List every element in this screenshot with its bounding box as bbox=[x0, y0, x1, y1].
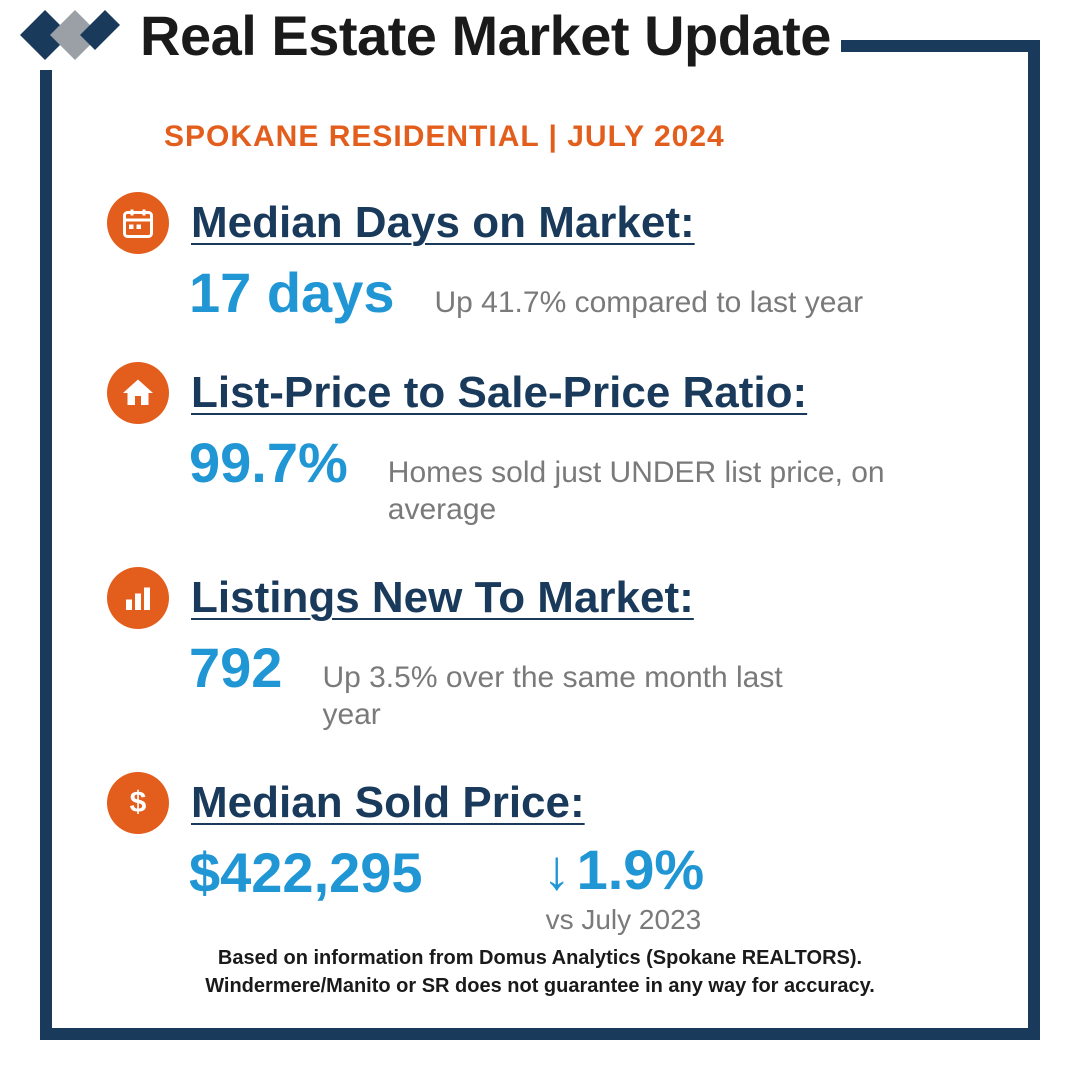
dollar-icon: $ bbox=[107, 772, 169, 834]
content-frame: SPOKANE RESIDENTIAL | JULY 2024 Median D… bbox=[40, 40, 1040, 1040]
metric-median-sold: $ Median Sold Price: $422,295 ↓ 1.9% vs … bbox=[107, 772, 1007, 936]
sold-change-pct: 1.9% bbox=[577, 842, 705, 898]
metric-title: Median Sold Price: bbox=[191, 778, 585, 828]
metric-value: 99.7% bbox=[189, 432, 348, 494]
metric-note: Homes sold just UNDER list price, on ave… bbox=[388, 454, 908, 529]
home-icon bbox=[107, 362, 169, 424]
metric-value: $422,295 bbox=[189, 842, 423, 904]
metric-days-on-market: Median Days on Market: 17 days Up 41.7% … bbox=[107, 192, 1007, 324]
brand-logo-icon bbox=[20, 0, 120, 70]
metric-list-sale-ratio: List-Price to Sale-Price Ratio: 99.7% Ho… bbox=[107, 362, 1007, 529]
calendar-icon bbox=[107, 192, 169, 254]
metric-note: Up 41.7% compared to last year bbox=[435, 284, 864, 322]
header: Real Estate Market Update bbox=[20, 0, 841, 70]
metric-value: 792 bbox=[189, 637, 282, 699]
metric-title: List-Price to Sale-Price Ratio: bbox=[191, 368, 807, 418]
page-title: Real Estate Market Update bbox=[140, 3, 831, 68]
footer-line2: Windermere/Manito or SR does not guarant… bbox=[112, 972, 968, 1000]
subtitle: SPOKANE RESIDENTIAL | JULY 2024 bbox=[164, 120, 725, 154]
footer-line1: Based on information from Domus Analytic… bbox=[112, 944, 968, 972]
metric-note: Up 3.5% over the same month last year bbox=[322, 659, 842, 734]
sold-change: ↓ 1.9% vs July 2023 bbox=[543, 842, 705, 936]
metric-title: Median Days on Market: bbox=[191, 198, 695, 248]
down-arrow-icon: ↓ bbox=[543, 842, 571, 898]
metric-title: Listings New To Market: bbox=[191, 573, 694, 623]
metric-value: 17 days bbox=[189, 262, 395, 324]
svg-text:$: $ bbox=[130, 786, 147, 819]
metric-new-listings: Listings New To Market: 792 Up 3.5% over… bbox=[107, 567, 1007, 734]
footer-disclaimer: Based on information from Domus Analytic… bbox=[52, 944, 1028, 1000]
bar-chart-icon bbox=[107, 567, 169, 629]
metrics-list: Median Days on Market: 17 days Up 41.7% … bbox=[107, 192, 1007, 936]
sold-change-vs: vs July 2023 bbox=[546, 904, 702, 936]
